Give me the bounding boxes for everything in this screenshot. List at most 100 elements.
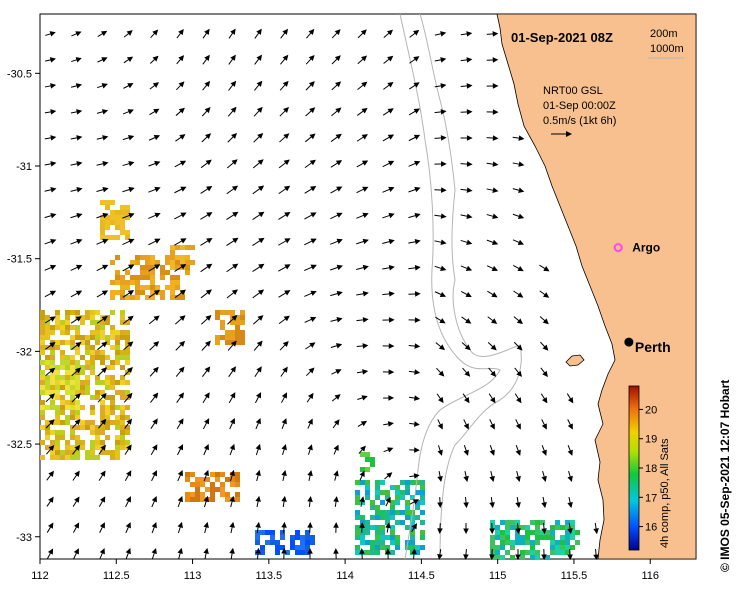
current-vector-head bbox=[466, 83, 473, 89]
y-tick-label: -31 bbox=[16, 161, 32, 173]
current-vector-head bbox=[50, 83, 57, 89]
current-vector-head bbox=[257, 185, 265, 192]
sst-pixel bbox=[390, 540, 395, 545]
current-vector-head bbox=[541, 528, 547, 535]
sst-pixel bbox=[100, 200, 105, 205]
sst-pixel bbox=[100, 350, 105, 355]
current-vector-head bbox=[310, 316, 317, 322]
sst-pixel bbox=[45, 315, 50, 320]
sst-pixel bbox=[415, 505, 420, 510]
sst-pixel bbox=[85, 425, 90, 430]
vector-scale-arrow bbox=[551, 131, 572, 137]
sst-pixel bbox=[90, 360, 95, 365]
current-vector-head bbox=[127, 83, 134, 89]
sst-pixel bbox=[390, 550, 395, 555]
sst-pixel bbox=[45, 425, 50, 430]
sst-pixel bbox=[185, 255, 190, 260]
current-vector-head bbox=[359, 470, 365, 478]
sst-pixel bbox=[90, 425, 95, 430]
sst-pixel bbox=[420, 535, 425, 540]
current-vector-head bbox=[490, 344, 497, 351]
sst-pixel bbox=[55, 450, 60, 455]
sst-pixel bbox=[110, 385, 115, 390]
sst-pixel bbox=[225, 497, 230, 502]
sst-pixel bbox=[150, 255, 155, 260]
sst-pixel bbox=[125, 430, 130, 435]
sst-pixel bbox=[140, 265, 145, 270]
sst-pixel bbox=[75, 425, 80, 430]
sst-pixel bbox=[360, 452, 365, 457]
sst-pixel bbox=[60, 435, 65, 440]
sst-pixel bbox=[305, 530, 310, 535]
sst-pixel bbox=[300, 540, 305, 545]
current-vector-head bbox=[413, 134, 421, 140]
current-vector-head bbox=[359, 522, 365, 528]
sst-pixel bbox=[165, 255, 170, 260]
current-vector-head bbox=[258, 211, 265, 218]
sst-pixel bbox=[550, 540, 555, 545]
sst-pixel bbox=[220, 487, 225, 492]
sst-pixel bbox=[370, 540, 375, 545]
current-vector-head bbox=[178, 418, 184, 425]
current-vector-head bbox=[491, 292, 498, 298]
current-vector-head bbox=[127, 290, 135, 296]
current-vector-head bbox=[362, 317, 369, 323]
current-vector-head bbox=[205, 289, 212, 296]
sst-pixel bbox=[85, 380, 90, 385]
sst-pixel bbox=[65, 320, 70, 325]
sst-pixel bbox=[360, 500, 365, 505]
sst-pixel bbox=[365, 452, 370, 457]
current-vector-head bbox=[50, 161, 57, 167]
sst-pixel bbox=[375, 550, 380, 555]
current-vector-head bbox=[203, 495, 209, 503]
sst-pixel bbox=[215, 310, 220, 315]
current-vector-head bbox=[411, 548, 417, 555]
current-vector-head bbox=[518, 161, 525, 167]
sst-pixel bbox=[290, 540, 295, 545]
sst-pixel bbox=[145, 260, 150, 265]
sst-pixel bbox=[105, 355, 110, 360]
sst-pixel bbox=[120, 375, 125, 380]
sst-pixel bbox=[105, 235, 110, 240]
sst-pixel bbox=[75, 440, 80, 445]
current-vector-head bbox=[151, 522, 157, 529]
current-vector-head bbox=[101, 315, 108, 322]
sst-pixel bbox=[510, 555, 515, 560]
sst-pixel bbox=[200, 492, 205, 497]
sst-pixel bbox=[95, 455, 100, 460]
sst-pixel bbox=[130, 275, 135, 280]
sst-pixel bbox=[115, 380, 120, 385]
current-vector-head bbox=[362, 291, 369, 297]
sst-pixel bbox=[150, 295, 155, 300]
current-vector-head bbox=[281, 418, 287, 425]
sst-pixel bbox=[75, 415, 80, 420]
sst-pixel bbox=[105, 200, 110, 205]
sst-pixel bbox=[540, 520, 545, 525]
current-vector-head bbox=[49, 264, 57, 271]
sst-pixel bbox=[100, 425, 105, 430]
sst-pixel bbox=[150, 280, 155, 285]
sst-pixel bbox=[370, 525, 375, 530]
sst-pixel bbox=[415, 515, 420, 520]
sst-pixel bbox=[135, 285, 140, 290]
y-tick-label: -31.5 bbox=[7, 254, 32, 266]
current-vector-head bbox=[307, 470, 313, 477]
current-vector-head bbox=[284, 211, 291, 218]
sst-pixel bbox=[150, 265, 155, 270]
sst-pixel bbox=[85, 455, 90, 460]
sst-pixel bbox=[115, 420, 120, 425]
current-vector-head bbox=[465, 318, 472, 324]
sst-pixel bbox=[100, 325, 105, 330]
sst-pixel bbox=[530, 530, 535, 535]
current-vector-head bbox=[437, 475, 443, 482]
current-vector-head bbox=[257, 315, 264, 321]
sst-pixel bbox=[90, 445, 95, 450]
sst-pixel bbox=[560, 535, 565, 540]
sst-pixel bbox=[490, 545, 495, 550]
sst-pixel bbox=[40, 360, 45, 365]
current-vector-head bbox=[489, 475, 495, 482]
current-vector-head bbox=[126, 418, 133, 425]
current-vector-head bbox=[385, 548, 391, 554]
sst-pixel bbox=[215, 335, 220, 340]
sst-pixel bbox=[150, 270, 155, 275]
